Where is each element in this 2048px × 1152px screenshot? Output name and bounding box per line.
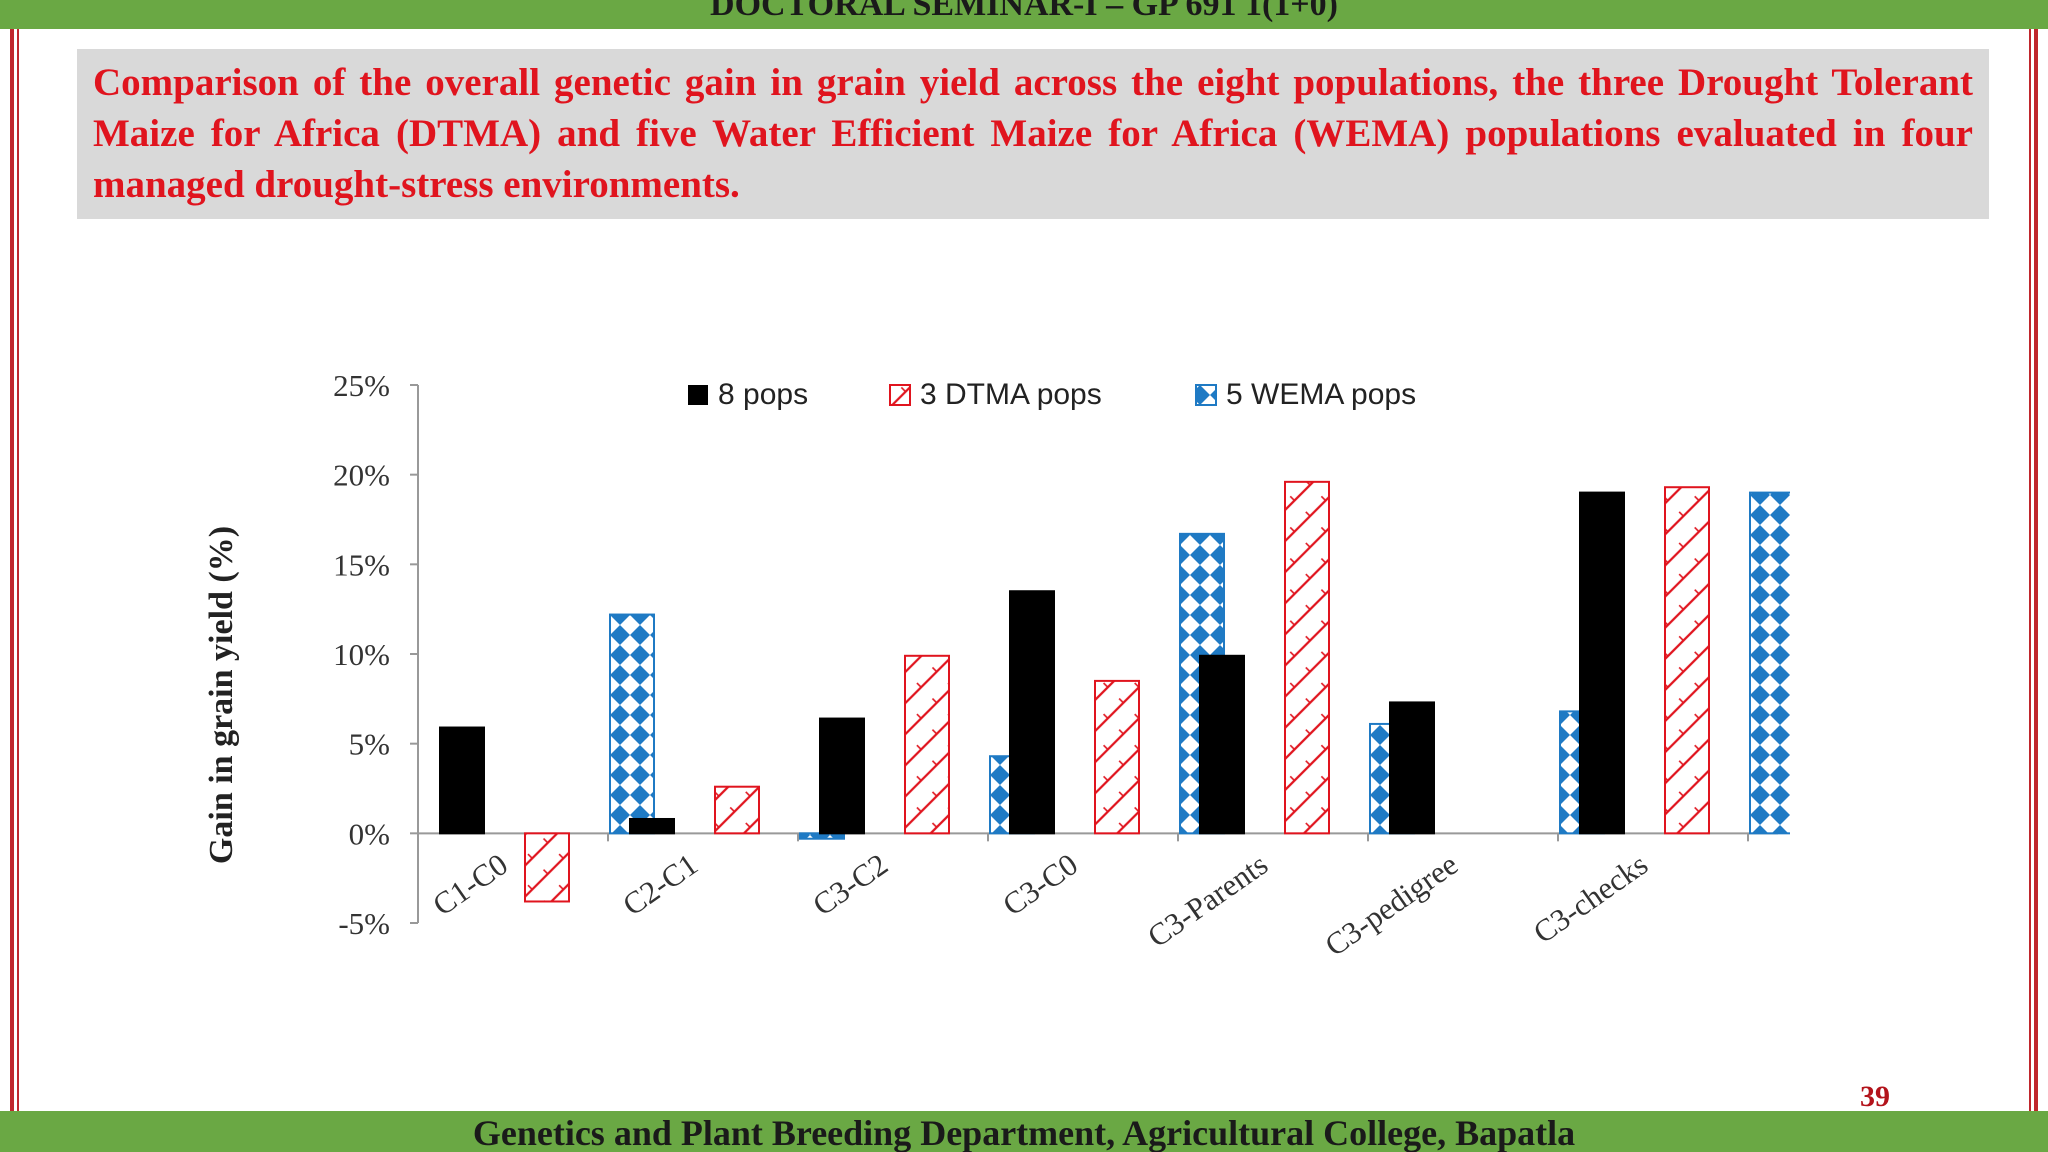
bar-3-dtma-pops-c3-c2 — [904, 654, 950, 835]
x-tick-label: C3-C2 — [806, 846, 894, 922]
legend-label-8-pops: 8 pops — [718, 378, 808, 411]
legend-label-wema: 5 WEMA pops — [1226, 378, 1416, 411]
bar-3-dtma-pops-c1-c0 — [524, 832, 570, 903]
footer-bar: Genetics and Plant Breeding Department, … — [0, 1111, 2048, 1152]
bar-8-pops-c2-c1 — [629, 817, 675, 835]
legend-swatch-dtma — [889, 384, 911, 406]
right-border-line — [2034, 29, 2038, 1111]
left-border-line — [10, 29, 14, 1111]
bar-8-pops-c3-c2 — [819, 717, 865, 835]
bar-5-wema-pops-c1-c0 — [609, 613, 655, 835]
y-tick-label: 20% — [333, 458, 390, 493]
y-tick-label: 10% — [333, 637, 390, 672]
x-tick-label: C3-checks — [1527, 846, 1654, 950]
seminar-title: DOCTORAL SEMINAR-I – GP 691 1(1+0) — [710, 0, 1338, 23]
x-tick-label: C3-Parents — [1141, 846, 1274, 954]
bar-3-dtma-pops-c3-checks — [1664, 486, 1710, 835]
right-border-line-inner — [2029, 29, 2031, 1111]
y-tick-label: 25% — [333, 368, 390, 403]
slide-number: 39 — [1860, 1080, 1890, 1113]
slide-heading: Comparison of the overall genetic gain i… — [93, 61, 1973, 206]
bar-8-pops-c3-pedigree — [1389, 701, 1435, 835]
y-tick-label: 0% — [349, 816, 390, 851]
bar-8-pops-c3-c0 — [1009, 590, 1055, 835]
legend-swatch-8-pops — [688, 385, 708, 405]
bar-8-pops-c3-parents — [1199, 654, 1245, 835]
bar-5-wema-pops-c3-checks — [1749, 491, 1790, 835]
footer-text: Genetics and Plant Breeding Department, … — [472, 1113, 1576, 1152]
legend-swatch-wema — [1195, 384, 1217, 406]
x-tick-label: C3-C0 — [996, 846, 1084, 922]
bar-3-dtma-pops-c3-c0 — [1094, 679, 1140, 835]
y-tick-label: -5% — [338, 906, 390, 941]
x-tick-label: C3-pedigree — [1318, 846, 1464, 963]
chart-legend: 8 pops 3 DTMA pops 5 WEMA pops — [688, 378, 1416, 411]
header-bar: DOCTORAL SEMINAR-I – GP 691 1(1+0) — [0, 0, 2048, 29]
bar-3-dtma-pops-c3-parents — [1284, 480, 1330, 835]
bar-8-pops-c3-checks — [1579, 491, 1625, 835]
x-tick-label: C2-C1 — [616, 846, 704, 922]
grain-yield-gain-chart: 25% 20% 15% 10% 5% 0% -5% C1-C0 C2-C1 C3-C2 C3-C0 C… — [203, 368, 1790, 963]
left-border-line-inner — [17, 29, 19, 1111]
bar-3-dtma-pops-c2-c1 — [714, 785, 760, 835]
legend-label-dtma: 3 DTMA pops — [920, 378, 1102, 411]
bar-8-pops-c1-c0 — [439, 726, 485, 835]
x-tick-label: C1-C0 — [426, 846, 514, 922]
y-tick-label: 15% — [333, 547, 390, 582]
y-tick-label: 5% — [349, 727, 390, 762]
slide-title-box: Comparison of the overall genetic gain i… — [77, 49, 1989, 219]
y-axis-label: Gain in grain yield (%) — [203, 526, 240, 864]
